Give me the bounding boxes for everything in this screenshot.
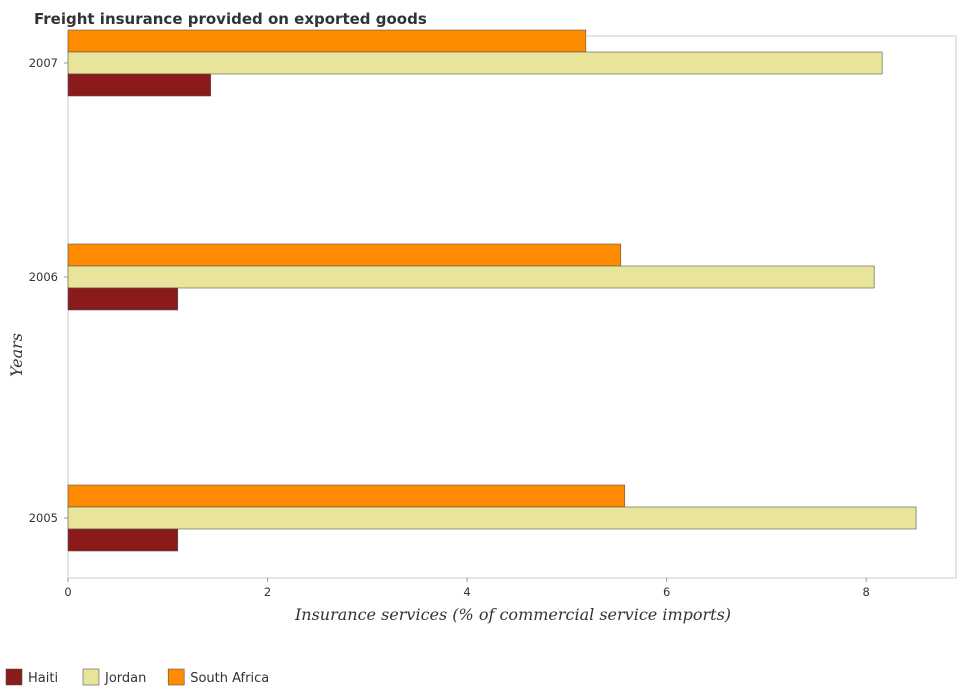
bar-haiti-2007: [67, 73, 211, 97]
y-tick-label: 2005: [29, 511, 58, 525]
x-tick-label: 4: [463, 585, 470, 599]
x-tick-label: 6: [663, 585, 670, 599]
bar-jordan-2006: [67, 265, 875, 289]
y-axis-label: Years: [7, 333, 26, 377]
legend-swatch-jordan: [82, 668, 100, 686]
x-tick-label: 0: [64, 585, 71, 599]
bar-south-africa-2005: [67, 484, 626, 508]
bar-south-africa-2006: [67, 243, 622, 267]
chart-title: Freight insurance provided on exported g…: [34, 10, 427, 28]
legend-label: South Africa: [190, 671, 269, 686]
x-axis-label: Insurance services (% of commercial serv…: [294, 605, 731, 624]
x-tick-label: 8: [863, 585, 870, 599]
y-tick-label: 2006: [29, 270, 58, 284]
legend-swatch-haiti: [5, 668, 23, 686]
legend: Haiti Jordan South Africa: [5, 668, 269, 686]
legend-label: Haiti: [28, 671, 58, 686]
x-tick-label: 2: [264, 585, 271, 599]
legend-swatch-south-africa: [167, 668, 185, 686]
legend-label: Jordan: [104, 671, 146, 686]
y-tick-label: 2007: [29, 56, 58, 70]
bar-haiti-2005: [67, 528, 179, 552]
bar-jordan-2005: [67, 506, 917, 530]
bar-south-africa-2007: [67, 29, 587, 53]
plot-area: 2005 2006 2007 0 2 4 6 8: [29, 29, 957, 599]
bar-jordan-2007: [67, 51, 883, 75]
bar-haiti-2006: [67, 287, 179, 311]
